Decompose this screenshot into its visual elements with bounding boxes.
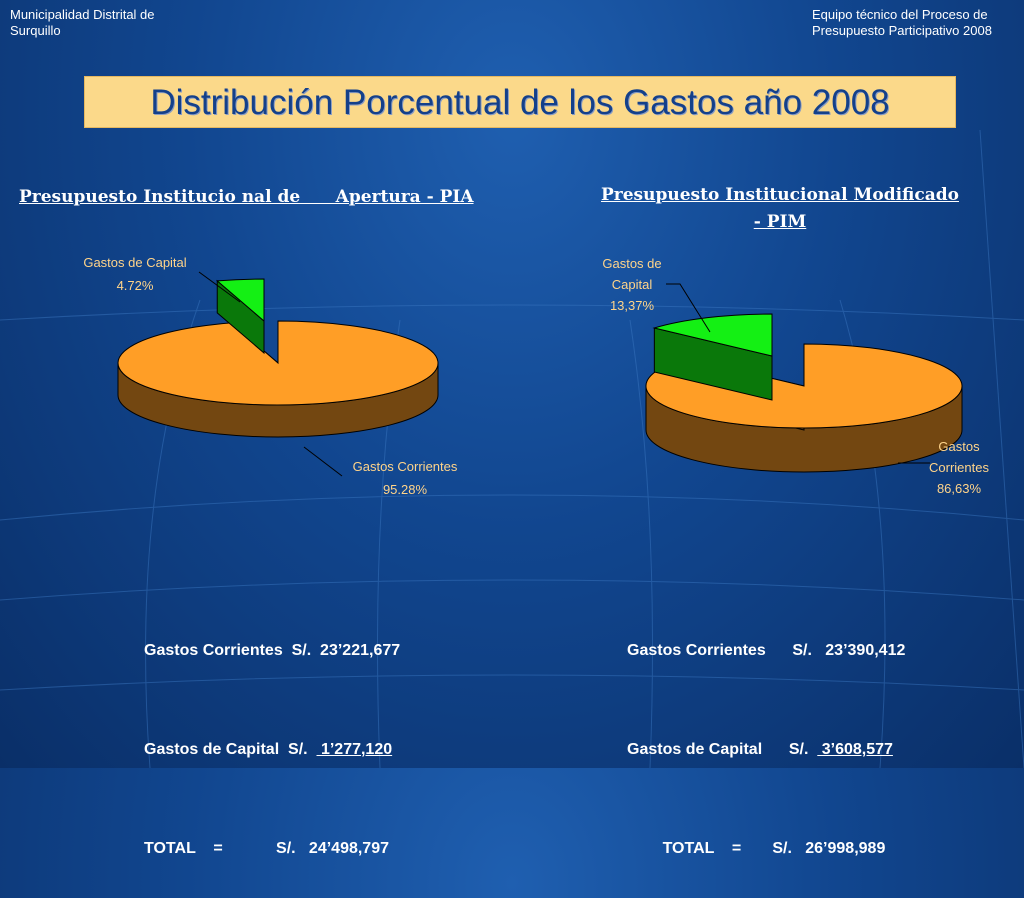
pia-corrientes-leader-line xyxy=(303,446,343,477)
pim-summary: Gastos Corrientes S/. 23’390,412 Gastos … xyxy=(627,568,905,898)
header-team-line1: Equipo técnico del Proceso de xyxy=(812,7,988,22)
page-title: Distribución Porcentual de los Gastos añ… xyxy=(150,83,890,122)
pim-capital-name-2: Capital xyxy=(611,277,653,292)
pim-capital-leader-line xyxy=(666,283,711,333)
pia-summary-capital: Gastos de Capital S/. 1’277,120 xyxy=(144,733,400,766)
pia-corrientes-percent: 95.28% xyxy=(382,482,428,497)
pim-chart-title-line1: Presupuesto Institucional Modificado xyxy=(601,185,959,205)
pim-capital-name-1: Gastos de xyxy=(602,256,662,271)
header-team: Equipo técnico del Proceso de Presupuest… xyxy=(812,7,1022,39)
pia-pie-chart xyxy=(117,271,439,477)
header-organization: Municipalidad Distrital de Surquillo xyxy=(10,7,210,39)
pia-summary-corrientes: Gastos Corrientes S/. 23’221,677 xyxy=(144,642,401,659)
pim-pie-chart xyxy=(645,283,963,473)
pia-capital-percent: 4.72% xyxy=(116,278,154,293)
header-organization-line1: Municipalidad Distrital de xyxy=(10,7,155,22)
pim-chart-title: Presupuesto Institucional Modificado - P… xyxy=(560,182,1000,236)
title-banner: Distribución Porcentual de los Gastos añ… xyxy=(84,76,956,128)
pia-summary-total: TOTAL = S/. 24’498,797 xyxy=(144,840,389,857)
header-team-line2: Presupuesto Participativo 2008 xyxy=(812,23,992,38)
pia-chart-title: Presupuesto Institucio nal de Apertura -… xyxy=(19,187,474,207)
pia-capital-leader-line xyxy=(198,271,241,303)
pim-corrientes-label: Gastos Corrientes 86,63% xyxy=(909,436,1009,499)
pim-corrientes-percent: 86,63% xyxy=(936,481,982,496)
pia-slice-capital-top xyxy=(216,278,265,323)
pia-summary: Gastos Corrientes S/. 23’221,677 Gastos … xyxy=(144,568,400,898)
pim-capital-percent: 13,37% xyxy=(609,298,655,313)
pia-capital-name: Gastos de Capital xyxy=(83,255,187,270)
pim-summary-total: TOTAL = S/. 26’998,989 xyxy=(627,840,886,857)
pim-summary-corrientes: Gastos Corrientes S/. 23’390,412 xyxy=(627,642,906,659)
pim-corrientes-name-1: Gastos xyxy=(938,439,980,454)
pim-chart-title-line2: - PIM xyxy=(753,212,807,232)
pim-corrientes-name-2: Corrientes xyxy=(929,460,989,475)
pim-summary-capital: Gastos de Capital S/. 3’608,577 xyxy=(627,733,905,766)
pia-corrientes-name: Gastos Corrientes xyxy=(352,459,458,474)
pia-corrientes-label: Gastos Corrientes 95.28% xyxy=(340,456,470,500)
pim-summary-capital-value: 3’608,577 xyxy=(817,741,893,758)
pia-summary-capital-value: 1’277,120 xyxy=(316,741,393,758)
background-grid xyxy=(0,129,1024,768)
pia-slice-capital xyxy=(216,278,265,355)
pia-slice-corrientes-top xyxy=(117,320,439,406)
pim-summary-capital-label: Gastos de Capital S/. xyxy=(627,741,818,758)
pia-slice-corrientes xyxy=(117,320,439,438)
pia-capital-label: Gastos de Capital 4.72% xyxy=(70,252,200,296)
pim-slice-corrientes-top xyxy=(645,343,963,429)
pim-capital-label: Gastos de Capital 13,37% xyxy=(582,253,682,316)
pim-slice-capital xyxy=(652,313,773,401)
pim-slice-capital-top xyxy=(652,313,773,357)
header-organization-line2: Surquillo xyxy=(10,23,61,38)
pia-summary-capital-label: Gastos de Capital S/. xyxy=(144,741,317,758)
